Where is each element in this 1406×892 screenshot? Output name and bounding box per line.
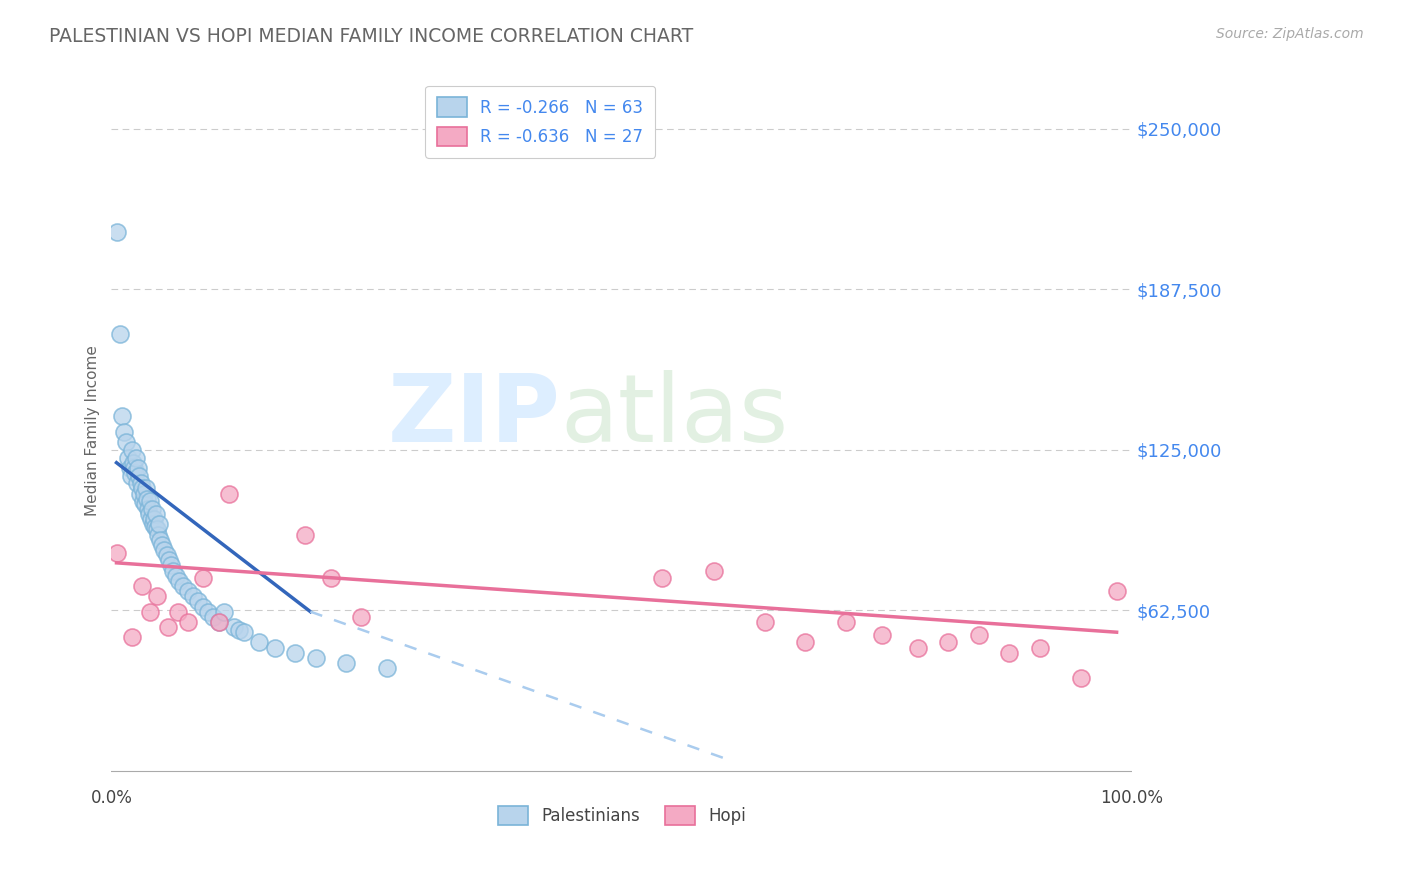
Point <box>907 640 929 655</box>
Point <box>131 579 153 593</box>
Point <box>149 533 172 547</box>
Point <box>136 502 159 516</box>
Point <box>124 466 146 480</box>
Point <box>153 543 176 558</box>
Point <box>141 502 163 516</box>
Point <box>754 615 776 629</box>
Point <box>131 482 153 496</box>
Point <box>114 435 136 450</box>
Point <box>172 579 194 593</box>
Point <box>143 512 166 526</box>
Point <box>207 615 229 629</box>
Point <box>212 605 235 619</box>
Point <box>145 507 167 521</box>
Point <box>122 460 145 475</box>
Point <box>148 527 170 541</box>
Point <box>870 628 893 642</box>
Point <box>136 491 159 506</box>
Point <box>222 620 245 634</box>
Point <box>141 512 163 526</box>
Point <box>967 628 990 642</box>
Point <box>157 553 180 567</box>
Point <box>294 527 316 541</box>
Point <box>121 456 143 470</box>
Point <box>129 476 152 491</box>
Point <box>110 409 132 424</box>
Point <box>148 517 170 532</box>
Point <box>108 327 131 342</box>
Point <box>129 486 152 500</box>
Point <box>125 476 148 491</box>
Point <box>120 468 142 483</box>
Point <box>166 605 188 619</box>
Point <box>117 450 139 465</box>
Point <box>319 571 342 585</box>
Point <box>112 425 135 439</box>
Point <box>127 460 149 475</box>
Point <box>118 460 141 475</box>
Point <box>125 450 148 465</box>
Point <box>177 615 200 629</box>
Point <box>146 523 169 537</box>
Point <box>197 605 219 619</box>
Point <box>794 635 817 649</box>
Point <box>263 640 285 655</box>
Point <box>936 635 959 649</box>
Point <box>1070 672 1092 686</box>
Point <box>335 656 357 670</box>
Point <box>193 599 215 614</box>
Point <box>105 225 128 239</box>
Point <box>193 571 215 585</box>
Point <box>651 571 673 585</box>
Point <box>702 564 724 578</box>
Point <box>135 482 157 496</box>
Text: atlas: atlas <box>561 370 789 462</box>
Y-axis label: Median Family Income: Median Family Income <box>86 345 100 516</box>
Point <box>1105 584 1128 599</box>
Point <box>187 594 209 608</box>
Point <box>202 609 225 624</box>
Point <box>835 615 858 629</box>
Point <box>142 517 165 532</box>
Point <box>134 497 156 511</box>
Point <box>233 625 256 640</box>
Text: PALESTINIAN VS HOPI MEDIAN FAMILY INCOME CORRELATION CHART: PALESTINIAN VS HOPI MEDIAN FAMILY INCOME… <box>49 27 693 45</box>
Point <box>162 564 184 578</box>
Point <box>152 538 174 552</box>
Point <box>1029 640 1052 655</box>
Point <box>998 646 1021 660</box>
Point <box>128 468 150 483</box>
Text: ZIP: ZIP <box>388 370 561 462</box>
Point <box>132 486 155 500</box>
Point <box>304 651 326 665</box>
Point <box>177 584 200 599</box>
Point <box>132 494 155 508</box>
Legend: Palestinians, Hopi: Palestinians, Hopi <box>498 805 745 825</box>
Point <box>138 507 160 521</box>
Point <box>121 442 143 457</box>
Point <box>156 620 179 634</box>
Point <box>155 548 177 562</box>
Point <box>375 661 398 675</box>
Point <box>121 631 143 645</box>
Text: Source: ZipAtlas.com: Source: ZipAtlas.com <box>1216 27 1364 41</box>
Point <box>218 486 240 500</box>
Point <box>207 615 229 629</box>
Point <box>181 589 204 603</box>
Point <box>143 520 166 534</box>
Point <box>105 545 128 559</box>
Point <box>165 568 187 582</box>
Point <box>228 623 250 637</box>
Point <box>139 494 162 508</box>
Point <box>159 558 181 573</box>
Point <box>146 589 169 603</box>
Point <box>284 646 307 660</box>
Point <box>139 605 162 619</box>
Point <box>247 635 270 649</box>
Point <box>350 609 373 624</box>
Point <box>167 574 190 588</box>
